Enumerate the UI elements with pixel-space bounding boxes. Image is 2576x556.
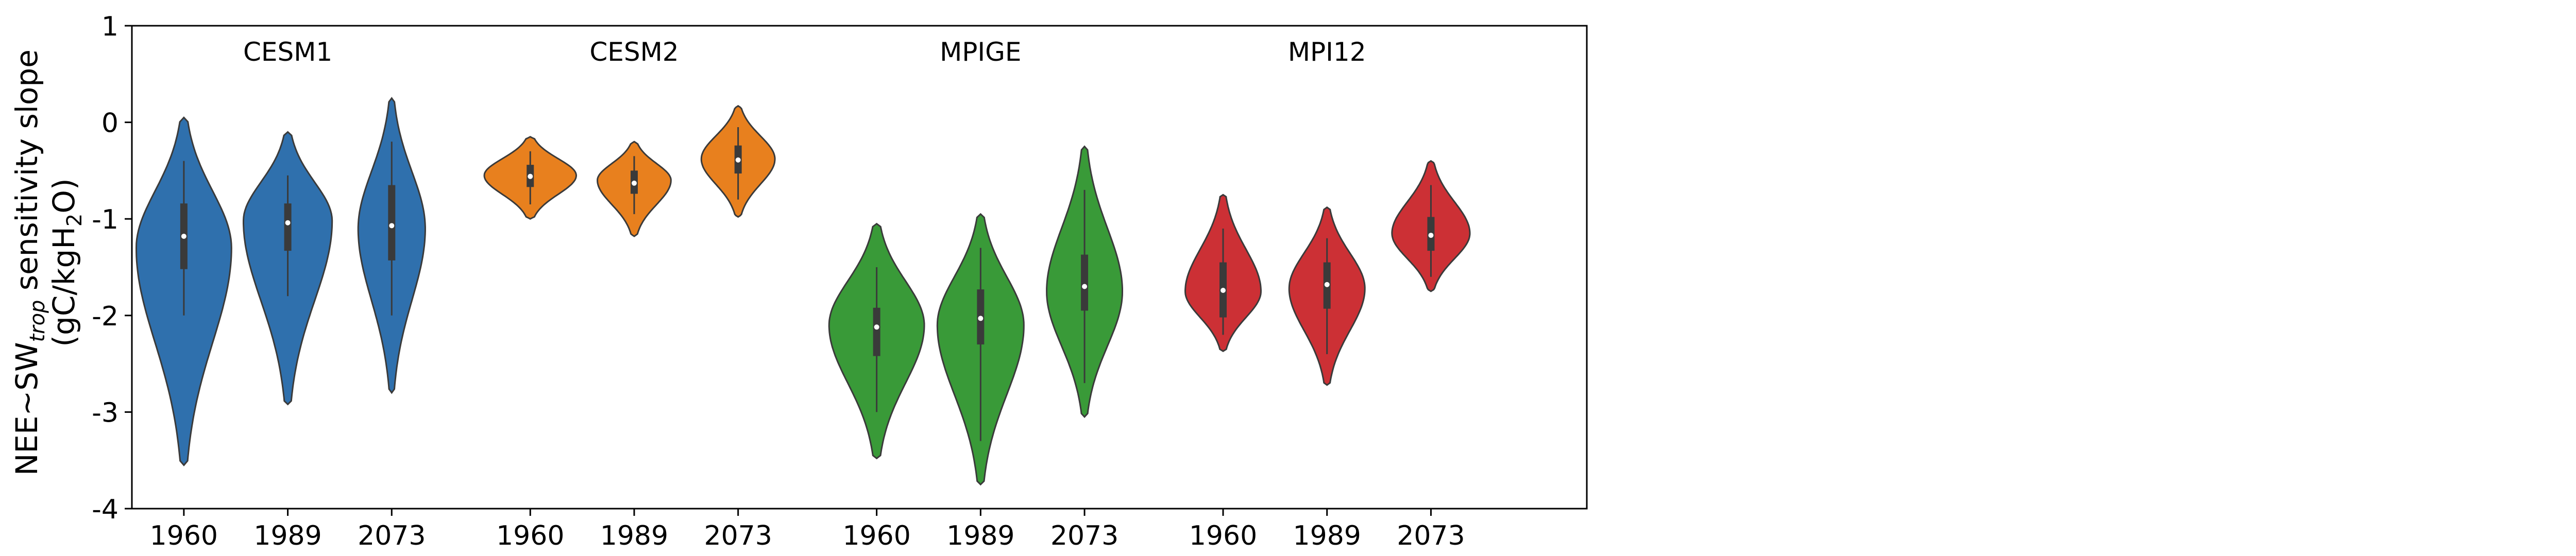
x-tick-label: 2073 — [1050, 520, 1118, 551]
violin-median-dot — [1221, 288, 1226, 293]
violin-median-dot — [1324, 282, 1330, 287]
x-tick-label: 2073 — [358, 520, 426, 551]
violin-iqr-box — [1081, 254, 1089, 311]
axes-frame — [131, 25, 1588, 510]
y-axis-label: NEE~SWtrop sensitivity slope (gC/kgH2O) — [9, 49, 87, 476]
y-axis-label-line1: NEE~SWtrop sensitivity slope — [9, 49, 49, 476]
group-label-mpige: MPIGE — [940, 37, 1021, 67]
violin-median-dot — [874, 324, 879, 330]
group-label-cesm1: CESM1 — [243, 37, 332, 67]
y-tick-label: -2 — [92, 301, 118, 332]
y-tick-label: -4 — [92, 494, 118, 525]
violin-median-dot — [735, 157, 741, 163]
y-tick-label: 1 — [101, 11, 118, 42]
group-label-cesm2: CESM2 — [589, 37, 679, 67]
violin-median-dot — [1428, 233, 1434, 238]
y-axis-label-line2: (gC/kgH2O) — [46, 178, 87, 346]
violin-median-dot — [528, 173, 533, 179]
x-tick-label: 2073 — [704, 520, 772, 551]
group-label-mpi12: MPI12 — [1288, 37, 1366, 67]
x-tick-label: 1960 — [842, 520, 910, 551]
y-tick-label: 0 — [101, 108, 118, 139]
x-tick-label: 1960 — [150, 520, 218, 551]
y-tick-label: -3 — [92, 397, 118, 428]
x-tick-label: 1989 — [253, 520, 321, 551]
plot-area: 1 0 -1 -2 -3 -4 1960 1989 2073 CESM1 1960 1989 2073 C… — [92, 11, 1471, 551]
y-tick-label: -1 — [92, 204, 118, 235]
violin-median-dot — [978, 316, 984, 321]
x-tick-label: 1960 — [496, 520, 564, 551]
violin-iqr-box — [388, 185, 396, 260]
x-tick-label: 1960 — [1189, 520, 1257, 551]
violin-median-dot — [631, 180, 637, 186]
violin-median-dot — [1082, 284, 1088, 289]
x-tick-label: 2073 — [1397, 520, 1465, 551]
x-tick-label: 1989 — [946, 520, 1014, 551]
violin-median-dot — [389, 223, 395, 229]
violin-median-dot — [285, 220, 291, 225]
x-tick-label: 1989 — [600, 520, 668, 551]
violin-iqr-box — [284, 203, 292, 251]
violin-iqr-box — [873, 307, 880, 356]
violin-median-dot — [181, 233, 187, 239]
x-tick-label: 1989 — [1293, 520, 1361, 551]
